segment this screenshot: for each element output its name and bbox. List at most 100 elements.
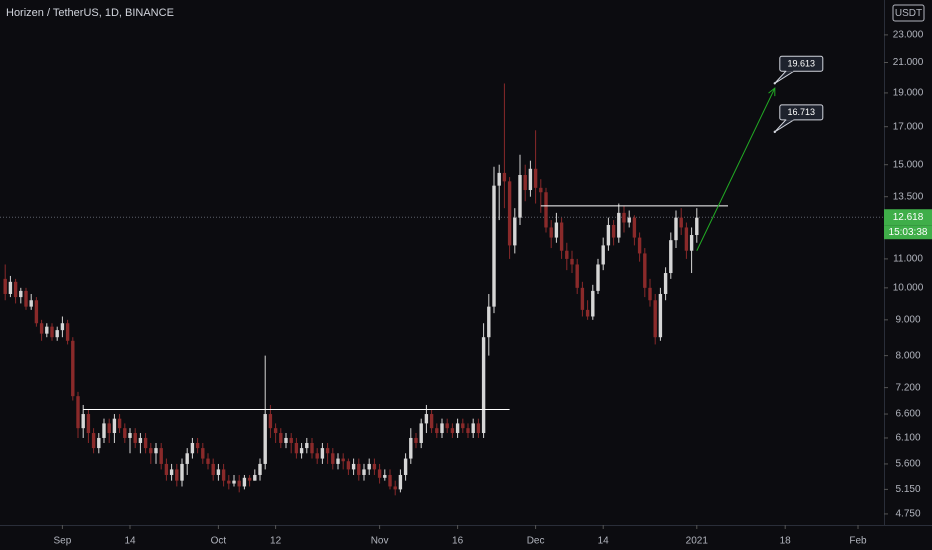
chart-title: Horizen / TetherUS, 1D, BINANCE xyxy=(6,7,174,19)
candle-body xyxy=(253,474,257,481)
candle-body xyxy=(502,172,507,182)
x-tick-label: Dec xyxy=(527,536,545,547)
candle-body xyxy=(279,433,283,443)
candle-body xyxy=(471,423,475,434)
candle-body xyxy=(393,486,397,490)
candle-body xyxy=(13,281,18,298)
candle-body xyxy=(684,227,689,251)
candle-body xyxy=(663,273,668,294)
candle-body xyxy=(331,453,335,464)
candle-body xyxy=(601,245,605,265)
candle-body xyxy=(674,217,678,241)
candle-body xyxy=(398,474,403,490)
candle-body xyxy=(91,433,96,449)
candle-body xyxy=(383,474,387,478)
candle-body xyxy=(424,414,429,424)
candle-body xyxy=(492,185,496,307)
candle-body xyxy=(76,396,80,429)
candle-body xyxy=(466,428,470,434)
y-tick-label: 8.000 xyxy=(895,350,920,361)
y-tick-label: 21.000 xyxy=(893,57,924,68)
x-tick-label: Sep xyxy=(54,536,72,547)
candle-body xyxy=(39,323,44,334)
candle-body xyxy=(102,423,106,438)
candle-body xyxy=(3,278,7,294)
candle-body xyxy=(528,168,533,191)
candle-body xyxy=(539,187,543,193)
candle-body xyxy=(351,463,356,470)
currency-label[interactable]: USDT xyxy=(895,8,922,19)
callout-box xyxy=(779,104,824,121)
candle-body xyxy=(669,240,673,274)
candle-body xyxy=(346,461,351,470)
candle-body xyxy=(185,453,189,464)
candle-body xyxy=(435,428,439,434)
y-tick-label: 11.000 xyxy=(893,254,923,265)
candle-body xyxy=(533,168,538,188)
callout-label: 16.713 xyxy=(788,107,816,117)
candle-body xyxy=(247,477,252,481)
candle-body xyxy=(367,463,371,470)
arrow-head xyxy=(768,87,776,97)
callout-label: 19.613 xyxy=(788,59,816,69)
candle-body xyxy=(403,458,408,475)
candle-body xyxy=(273,428,278,434)
candle-body xyxy=(336,458,340,464)
candle-body xyxy=(341,458,345,462)
last-price-box xyxy=(884,209,932,226)
candle-body xyxy=(497,172,501,186)
last-price-label: 12.618 xyxy=(893,212,924,223)
candle-body xyxy=(159,448,163,464)
candle-body xyxy=(596,264,600,291)
x-tick-label: 18 xyxy=(780,536,792,547)
candle-body xyxy=(450,428,455,434)
candle-body xyxy=(128,433,132,438)
y-tick-label: 5.150 xyxy=(895,484,920,495)
candle-body xyxy=(565,250,569,259)
candle-body xyxy=(305,442,309,449)
x-tick-label: Feb xyxy=(849,536,867,547)
candle-body xyxy=(107,423,111,434)
candle-body xyxy=(315,453,319,459)
candle-body xyxy=(689,235,694,251)
countdown-box xyxy=(884,225,932,240)
candle-body xyxy=(695,217,699,236)
candle-body xyxy=(180,463,184,481)
candle-body xyxy=(289,437,293,443)
x-tick-label: Oct xyxy=(211,536,227,547)
candle-body xyxy=(632,217,637,238)
candle-body xyxy=(627,217,631,223)
candle-body xyxy=(575,264,579,288)
candle-body xyxy=(388,474,392,487)
candle-body xyxy=(19,290,23,298)
candle-body xyxy=(455,423,460,434)
candle-body xyxy=(419,423,423,443)
candle-body xyxy=(190,442,195,454)
candle-body xyxy=(617,212,621,238)
candle-body xyxy=(29,300,33,307)
candle-body xyxy=(169,469,174,475)
candle-body xyxy=(513,217,517,246)
candle-body xyxy=(372,463,377,470)
y-tick-label: 17.000 xyxy=(893,121,924,132)
y-tick-label: 19.000 xyxy=(893,88,924,99)
candle-body xyxy=(320,448,325,459)
candle-body xyxy=(149,448,153,454)
currency-box[interactable] xyxy=(892,4,925,22)
y-tick-label: 23.000 xyxy=(893,30,924,41)
candle-body xyxy=(195,442,200,449)
candle-body xyxy=(429,414,434,429)
callout-join xyxy=(786,69,794,72)
callout-join xyxy=(786,118,794,121)
candle-body xyxy=(175,469,179,481)
candle-body xyxy=(8,281,13,294)
candle-body xyxy=(154,448,158,454)
candle-body xyxy=(201,448,205,459)
candle-body xyxy=(45,326,49,334)
candle-body xyxy=(258,463,262,475)
y-tick-label: 6.600 xyxy=(895,409,920,420)
candle-body xyxy=(487,306,491,338)
y-tick-label: 15.000 xyxy=(893,159,924,170)
candle-body xyxy=(643,253,647,288)
